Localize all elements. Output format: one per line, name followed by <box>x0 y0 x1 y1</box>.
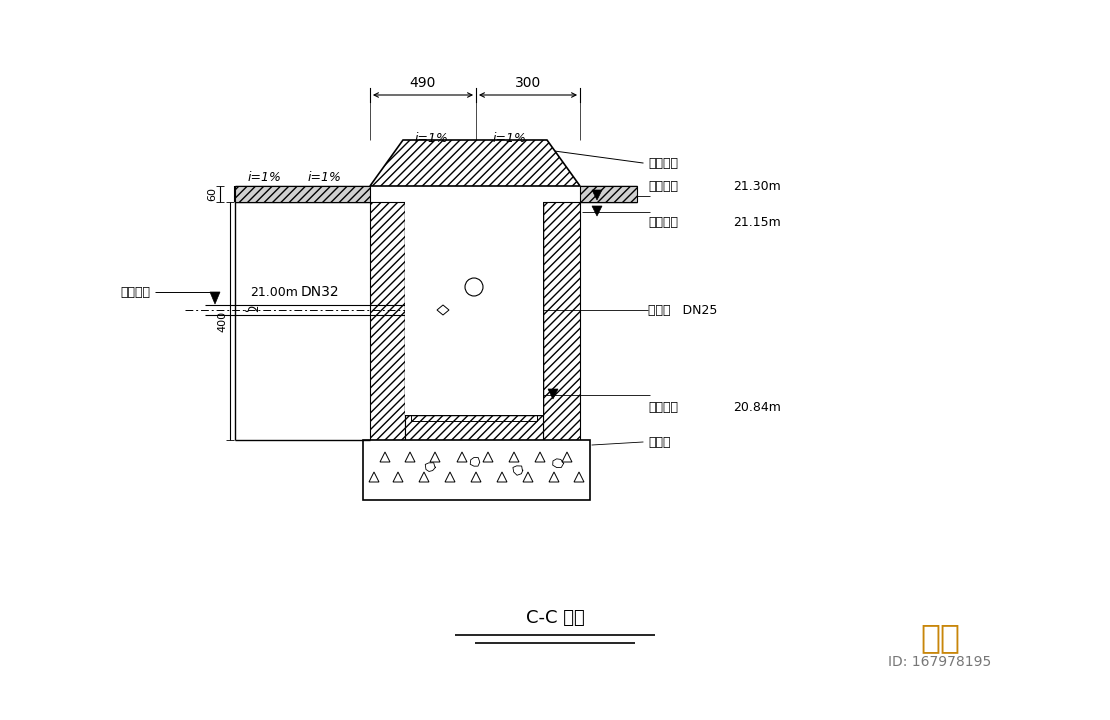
Text: 石板铺砼: 石板铺砼 <box>648 156 678 169</box>
Polygon shape <box>363 440 591 500</box>
Text: 490: 490 <box>410 76 436 90</box>
Text: C-C 剪面: C-C 剪面 <box>526 609 584 627</box>
Text: 60: 60 <box>206 187 216 201</box>
Text: 浮球阀   DN25: 浮球阀 DN25 <box>648 304 717 317</box>
Polygon shape <box>548 389 558 399</box>
Polygon shape <box>543 202 581 440</box>
Text: 绝对标高: 绝对标高 <box>120 286 150 299</box>
Polygon shape <box>370 140 581 186</box>
Text: 300: 300 <box>515 76 541 90</box>
Text: i=1%: i=1% <box>248 171 282 184</box>
Text: i=1%: i=1% <box>309 171 342 184</box>
Text: 400: 400 <box>216 310 228 332</box>
Text: 21.15m: 21.15m <box>733 215 780 228</box>
Text: i=1%: i=1% <box>415 132 448 145</box>
Text: 21.30m: 21.30m <box>733 179 780 192</box>
Polygon shape <box>405 202 543 415</box>
Text: 20.84m: 20.84m <box>733 400 780 413</box>
Polygon shape <box>592 190 602 200</box>
Text: DN32: DN32 <box>301 285 340 299</box>
Text: 汇水沟: 汇水沟 <box>648 436 670 449</box>
Polygon shape <box>370 202 405 440</box>
Polygon shape <box>210 292 220 304</box>
Text: i=1%: i=1% <box>493 132 527 145</box>
Polygon shape <box>581 186 637 202</box>
Polygon shape <box>405 415 543 440</box>
Text: 绝对标高: 绝对标高 <box>648 400 678 413</box>
Polygon shape <box>592 206 602 216</box>
Text: 绝对标高: 绝对标高 <box>648 179 678 192</box>
Text: ζ: ζ <box>243 305 256 311</box>
Text: 知末: 知末 <box>920 621 960 654</box>
Text: ID: 167978195: ID: 167978195 <box>888 655 991 669</box>
Polygon shape <box>437 305 450 315</box>
Text: 绝对标高: 绝对标高 <box>648 215 678 228</box>
Polygon shape <box>235 186 370 202</box>
Text: 21.00m: 21.00m <box>250 286 297 299</box>
